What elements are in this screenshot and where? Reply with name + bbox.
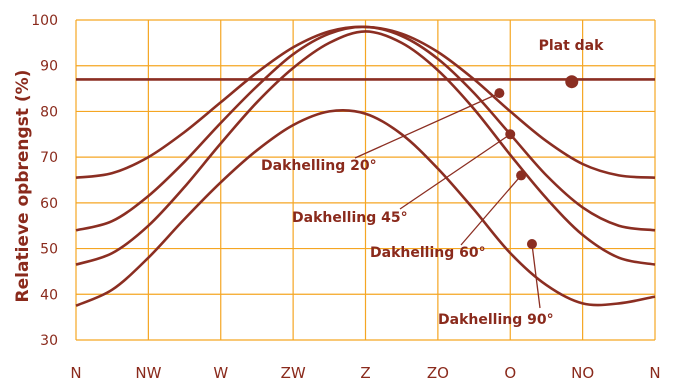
grid	[75, 19, 656, 341]
y-tick-label: 80	[40, 104, 58, 120]
series-line-dakhelling-45	[75, 25, 656, 232]
x-tick-label: ZW	[281, 364, 306, 382]
x-tick-label: N	[649, 364, 660, 382]
annotation-leader	[460, 175, 522, 246]
y-tick-label: 90	[40, 59, 58, 75]
annotation-leader	[354, 92, 500, 159]
annotation-marker	[516, 170, 527, 181]
y-axis-label: Relatieve opbrengst (%)	[13, 70, 33, 303]
ticks: 30 40 50 60 70 80 90 100 N NW W ZW Z ZO O NO N	[31, 13, 660, 382]
x-tick-label: W	[213, 364, 228, 382]
series-line-dakhelling-60	[75, 30, 656, 266]
y-tick-label: 100	[31, 13, 58, 29]
annotation-marker	[565, 75, 579, 89]
series-layer	[75, 25, 656, 307]
annotation-marker	[494, 88, 505, 99]
y-tick-label: 50	[40, 242, 58, 258]
y-tick-label: 60	[40, 196, 58, 212]
annotation-label: Dakhelling 20°	[261, 158, 377, 174]
series-line-dakhelling-90	[75, 108, 656, 307]
y-tick-label: 30	[40, 333, 58, 349]
annotation-label: Plat dak	[539, 38, 605, 54]
annotation-leader	[531, 243, 541, 309]
annotation-label: Dakhelling 45°	[292, 210, 408, 226]
y-tick-label: 40	[40, 287, 58, 303]
x-tick-label: ZO	[427, 364, 449, 382]
y-tick-label: 70	[40, 150, 58, 166]
annotation-marker	[505, 129, 516, 140]
x-tick-label: O	[504, 364, 516, 382]
annotation-leader	[399, 133, 511, 210]
x-tick-label: Z	[360, 364, 370, 382]
annotation-label: Dakhelling 60°	[370, 245, 486, 261]
annotation-label: Dakhelling 90°	[438, 312, 554, 328]
annotation-marker	[526, 239, 537, 249]
x-tick-label: NW	[135, 364, 161, 382]
x-tick-label: N	[70, 364, 81, 382]
x-tick-label: NO	[571, 364, 594, 382]
annotation-layer: Plat dak Dakhelling 20° Dakhelling 45° Dakh…	[261, 38, 604, 328]
